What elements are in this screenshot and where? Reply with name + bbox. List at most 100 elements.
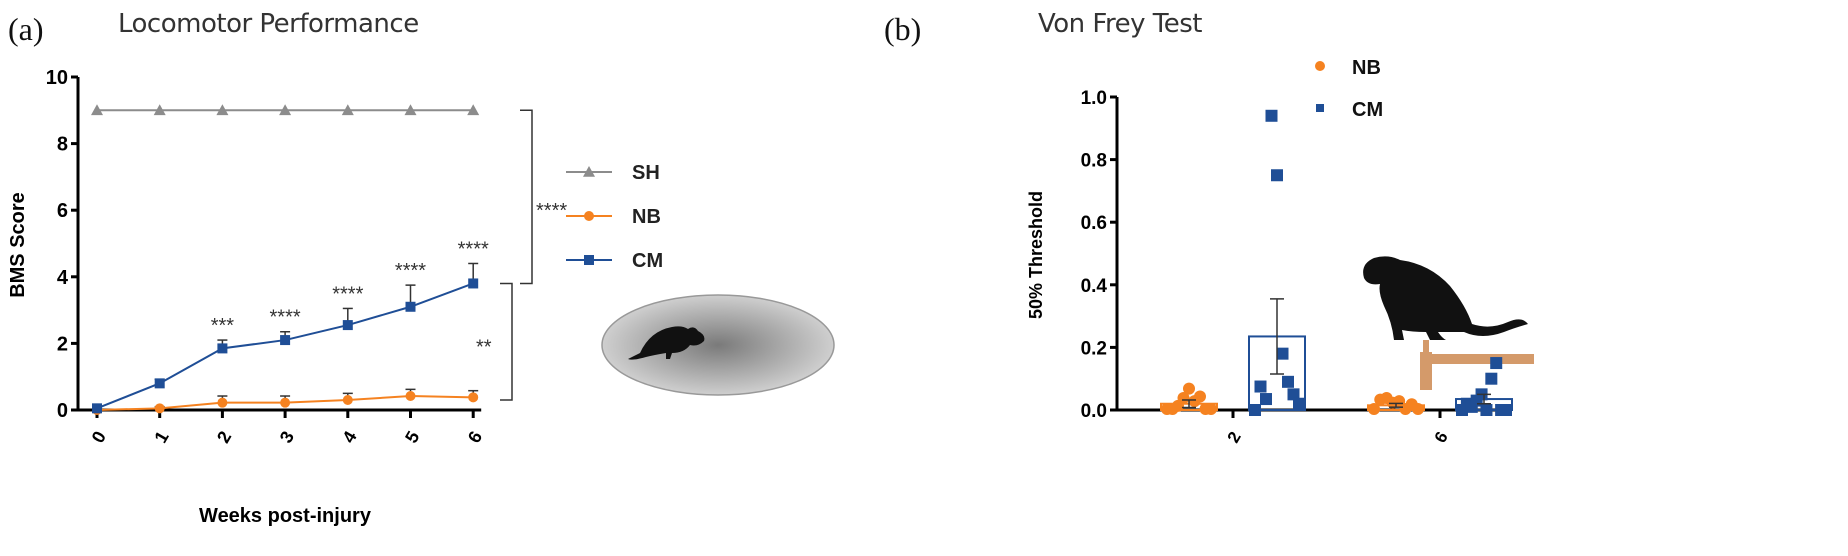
legend-marker — [1316, 104, 1324, 112]
y-tick-label: 10 — [46, 67, 68, 89]
data-point — [1276, 347, 1289, 360]
series-nb: NB — [1160, 57, 1425, 415]
data-point — [1254, 380, 1267, 393]
x-tick-label: 6 — [1431, 428, 1452, 446]
data-point — [1412, 403, 1424, 415]
panel-a-xlabel: Weeks post-injury — [199, 505, 372, 527]
y-tick-label: 1.0 — [1081, 88, 1107, 109]
legend-label: CM — [632, 250, 663, 272]
x-tick-label: 4 — [338, 428, 360, 447]
series-cm: CM — [1248, 99, 1513, 416]
data-point — [280, 397, 291, 408]
legend-label: NB — [632, 206, 661, 228]
data-point — [342, 320, 353, 331]
legend-marker — [1315, 61, 1325, 71]
x-tick-label: 3 — [276, 428, 298, 447]
data-point — [1282, 375, 1294, 388]
significance-label: **** — [395, 260, 426, 282]
open-field-arena-illustration — [601, 294, 835, 396]
data-point — [342, 395, 353, 406]
data-point — [1194, 390, 1206, 403]
data-point — [1260, 393, 1272, 406]
data-point — [341, 104, 354, 116]
data-point — [1249, 404, 1261, 416]
data-point — [92, 403, 102, 414]
data-point — [217, 343, 228, 354]
data-point — [1293, 397, 1305, 410]
y-tick-label: 2 — [57, 333, 68, 355]
data-point — [279, 104, 292, 116]
significance-bracket — [500, 282, 513, 401]
y-tick-label: 0.0 — [1081, 401, 1107, 422]
series-nb: NB — [92, 206, 661, 415]
mouse-icon — [1363, 256, 1528, 340]
data-point — [216, 104, 229, 116]
panel-b-ylabel: 50% Threshold — [1026, 191, 1046, 319]
significance-bracket — [520, 109, 533, 285]
x-tick-label: 6 — [464, 428, 486, 447]
significance-label: *** — [211, 315, 235, 337]
legend-label: SH — [632, 162, 660, 184]
panel-b-title: Von Frey Test — [1038, 9, 1202, 39]
legend-marker — [583, 166, 595, 177]
data-point — [405, 301, 416, 312]
data-point — [1271, 169, 1283, 182]
series-sh: SH — [91, 104, 660, 184]
panel-a-label: (a) — [8, 11, 44, 47]
data-point — [1490, 357, 1503, 370]
legend-label: NB — [1352, 57, 1381, 79]
significance-label: ** — [476, 337, 492, 359]
significance-label: **** — [458, 238, 489, 260]
legend-marker — [584, 211, 594, 221]
data-point — [1485, 372, 1498, 385]
y-tick-label: 8 — [57, 134, 68, 156]
data-point — [1368, 403, 1380, 415]
data-point — [154, 378, 165, 389]
data-point — [404, 104, 417, 116]
panel-b-label: (b) — [884, 11, 921, 47]
data-point — [1183, 382, 1195, 395]
data-point — [1480, 404, 1493, 416]
significance-label: **** — [536, 200, 567, 222]
data-point — [1287, 388, 1300, 401]
data-point — [217, 397, 228, 408]
panel-a-ylabel: BMS Score — [7, 192, 29, 298]
data-point — [405, 391, 416, 402]
y-tick-label: 0 — [57, 400, 68, 422]
data-point — [1177, 392, 1190, 405]
panel-a-title: Locomotor Performance — [118, 9, 419, 39]
x-tick-label: 0 — [88, 428, 110, 447]
series-cm: CM — [92, 250, 663, 414]
data-point — [1500, 404, 1512, 416]
mouse-icon — [628, 326, 705, 360]
data-point — [280, 335, 291, 346]
data-point — [154, 403, 165, 414]
data-point — [1205, 403, 1217, 415]
x-tick-label: 1 — [150, 428, 172, 447]
y-tick-label: 0.4 — [1081, 276, 1108, 297]
data-point — [1265, 109, 1278, 122]
legend-marker — [584, 255, 594, 265]
data-point — [153, 104, 166, 116]
series-line — [96, 282, 474, 410]
data-point — [467, 104, 480, 116]
data-point — [468, 278, 479, 289]
von-frey-mouse-illustration — [1363, 256, 1534, 390]
panel-b-chart: 0.0 0.2 0.4 0.6 0.8 1.0 2 6 NB CM — [1081, 57, 1513, 446]
y-tick-label: 0.8 — [1081, 151, 1107, 172]
y-tick-label: 6 — [57, 200, 68, 222]
x-tick-label: 5 — [401, 428, 423, 447]
y-tick-label: 4 — [57, 267, 69, 289]
y-tick-label: 0.6 — [1081, 213, 1107, 234]
significance-label: **** — [332, 283, 363, 305]
y-tick-label: 0.2 — [1081, 338, 1107, 359]
data-point — [468, 392, 479, 403]
significance-label: **** — [270, 307, 301, 329]
data-point — [91, 104, 103, 116]
legend-label: CM — [1352, 99, 1383, 121]
x-tick-label: 2 — [1224, 428, 1245, 446]
x-tick-label: 2 — [213, 428, 235, 447]
